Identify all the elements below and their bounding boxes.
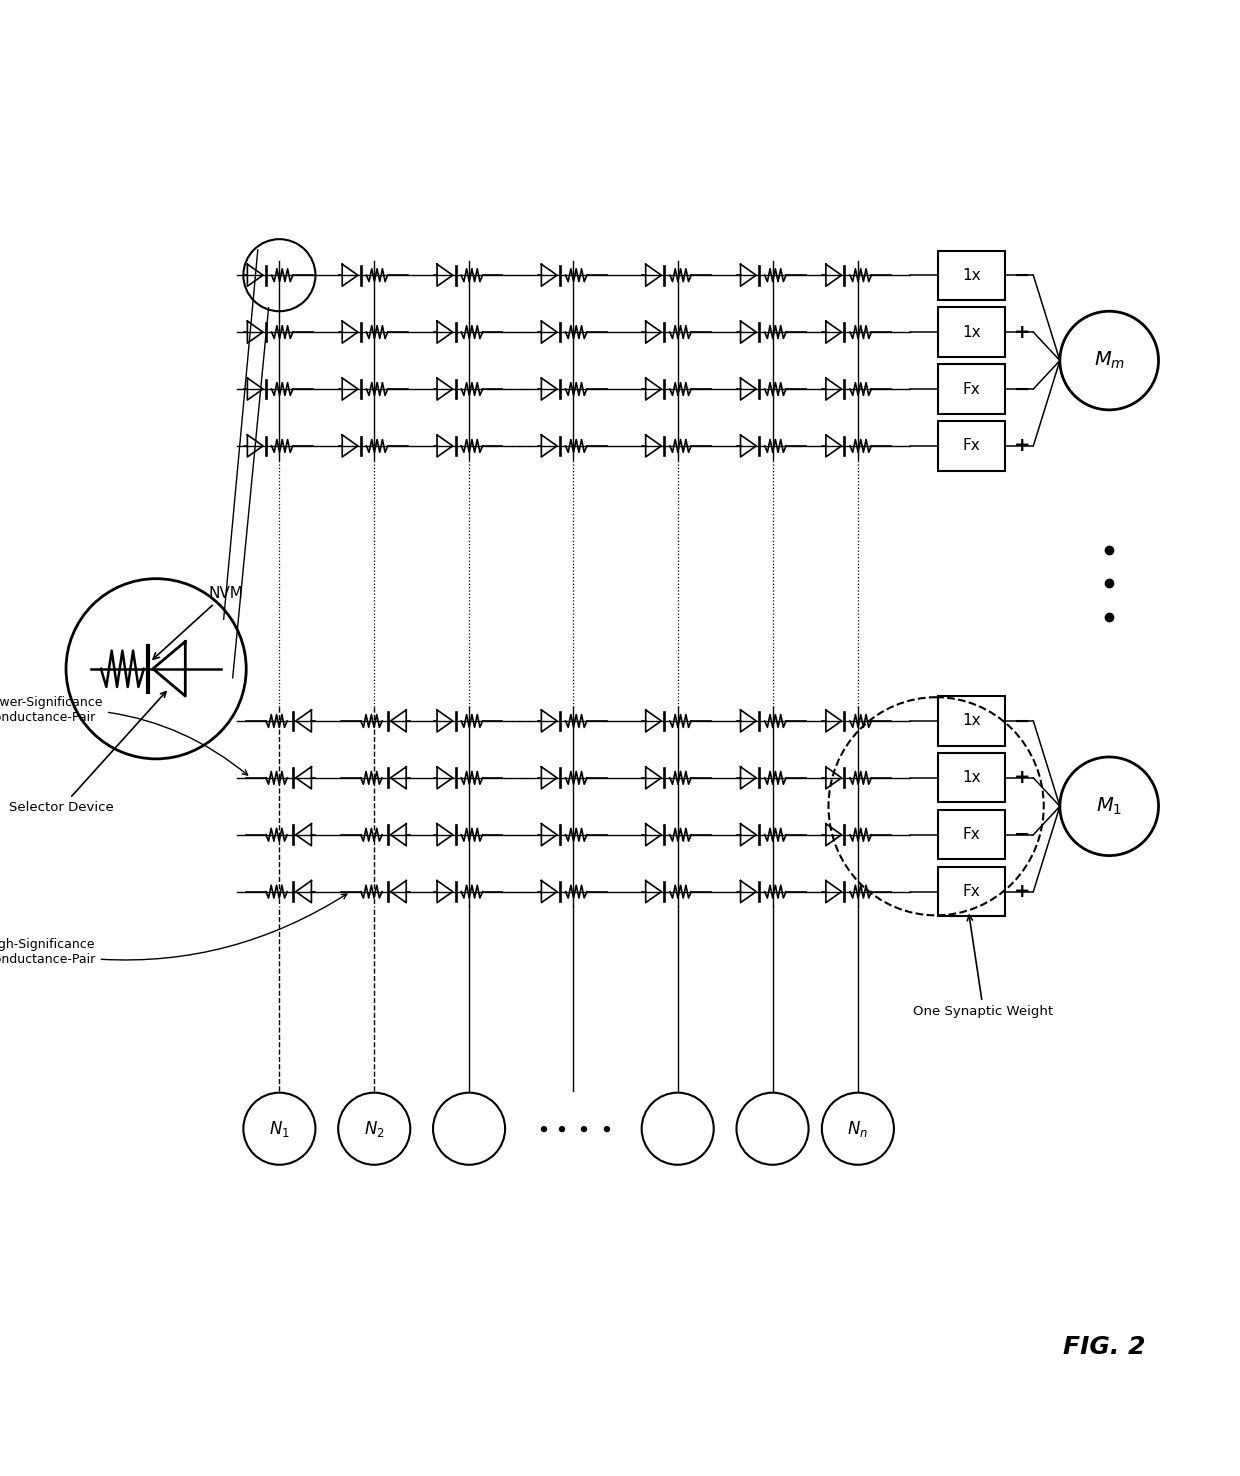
Bar bbox=[939, 251, 1004, 300]
Text: $M_m$: $M_m$ bbox=[1094, 350, 1125, 370]
Text: One Synaptic Weight: One Synaptic Weight bbox=[914, 915, 1054, 1018]
Text: Selector Device: Selector Device bbox=[9, 692, 166, 815]
Text: 1x: 1x bbox=[962, 267, 981, 283]
Text: +: + bbox=[1014, 883, 1030, 902]
Text: 1x: 1x bbox=[962, 770, 981, 785]
Bar bbox=[939, 697, 1004, 745]
Bar bbox=[939, 365, 1004, 413]
Text: $N_1$: $N_1$ bbox=[269, 1119, 290, 1138]
Text: 1x: 1x bbox=[962, 713, 981, 729]
Text: $N_n$: $N_n$ bbox=[847, 1119, 868, 1138]
Text: +: + bbox=[1014, 437, 1030, 456]
Text: High-Significance
Conductance-Pair: High-Significance Conductance-Pair bbox=[0, 894, 347, 965]
Bar bbox=[939, 421, 1004, 471]
Bar bbox=[939, 753, 1004, 803]
Text: −: − bbox=[1014, 711, 1030, 731]
Text: Fx: Fx bbox=[962, 884, 981, 899]
Bar bbox=[939, 866, 1004, 917]
Text: +: + bbox=[1014, 323, 1030, 341]
Text: Fx: Fx bbox=[962, 381, 981, 397]
Text: 1x: 1x bbox=[962, 325, 981, 339]
Text: Fx: Fx bbox=[962, 827, 981, 843]
Text: $M_1$: $M_1$ bbox=[1096, 796, 1122, 816]
Text: FIG. 2: FIG. 2 bbox=[1063, 1334, 1146, 1359]
Bar bbox=[939, 307, 1004, 357]
Text: Lower-Significance
Conductance-Pair: Lower-Significance Conductance-Pair bbox=[0, 695, 248, 775]
Text: $N_2$: $N_2$ bbox=[363, 1119, 384, 1138]
Text: −: − bbox=[1014, 379, 1030, 399]
Text: +: + bbox=[1014, 769, 1030, 787]
Text: −: − bbox=[1014, 266, 1030, 285]
Text: −: − bbox=[1014, 825, 1030, 844]
Text: Fx: Fx bbox=[962, 438, 981, 453]
Bar bbox=[939, 810, 1004, 859]
Text: $\bullet\bullet\bullet\bullet$: $\bullet\bullet\bullet\bullet$ bbox=[536, 1119, 611, 1138]
Text: NVM: NVM bbox=[153, 586, 243, 660]
